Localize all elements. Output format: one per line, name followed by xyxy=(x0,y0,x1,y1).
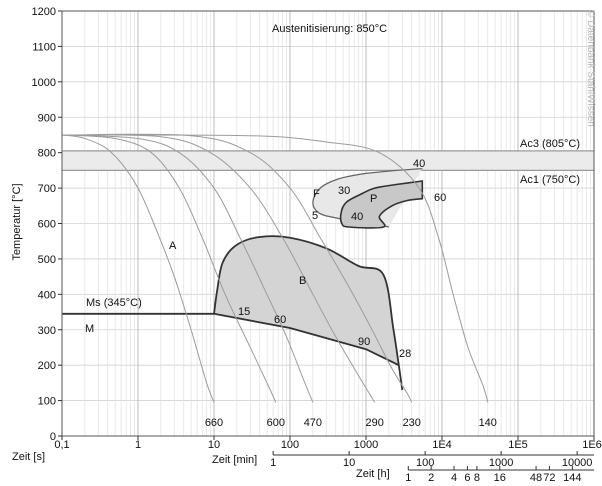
y-tick-label: 900 xyxy=(38,112,56,124)
x-tick-label-h: 1 xyxy=(405,472,411,484)
y-tick-label: 700 xyxy=(38,183,56,195)
phase-label-p: P xyxy=(370,193,377,205)
x-tick-label-s: 1E6 xyxy=(582,439,602,451)
x-tick-label-s: 1000 xyxy=(354,439,378,451)
x-tick-label-min: 10000 xyxy=(562,457,593,469)
x-tick-label-min: 10 xyxy=(343,457,355,469)
x-axis-label-h: Zeit [h] xyxy=(356,468,390,480)
x-axis-label-min: Zeit [min] xyxy=(212,454,257,466)
x-tick-label-s: 1E4 xyxy=(432,439,452,451)
hardness-value: 90 xyxy=(358,336,370,348)
bainite-boundary xyxy=(213,235,404,391)
cooling-curve xyxy=(61,134,314,403)
x-tick-label-s: 1E5 xyxy=(508,439,528,451)
cooling-curve-end-label: 140 xyxy=(479,417,497,429)
x-tick-label-h: 48 xyxy=(530,472,542,484)
cooling-curves: 660 600 470 290 230 140 xyxy=(61,133,497,429)
y-axis-label: Temperatur [°C] xyxy=(11,183,23,260)
y-tick-label: 200 xyxy=(38,360,56,372)
x-tick-label-s: 0,1 xyxy=(54,439,69,451)
hardness-value: 40 xyxy=(351,211,363,223)
phase-label-a: A xyxy=(169,240,177,252)
y-tick-label: 400 xyxy=(38,289,56,301)
hardness-value: 5 xyxy=(312,210,318,222)
cooling-curve xyxy=(61,134,277,403)
x-tick-label-h: 8 xyxy=(474,472,480,484)
ref-label-ac1: Ac1 (750°C) xyxy=(520,174,580,186)
x-tick-label-s: 10 xyxy=(208,439,220,451)
hardness-value: 40 xyxy=(413,158,425,170)
cooling-curve-end-label: 660 xyxy=(205,417,223,429)
y-tick-label: 1200 xyxy=(32,6,56,18)
x-tick-label-h: 2 xyxy=(428,472,434,484)
phase-label-m: M xyxy=(85,323,94,335)
x-tick-label-h: 144 xyxy=(563,472,581,484)
y-tick-label: 1100 xyxy=(32,41,56,53)
ref-label-ms: Ms (345°C) xyxy=(86,297,142,309)
cooling-curve-end-label: 230 xyxy=(403,417,421,429)
hardness-value: 28 xyxy=(399,348,411,360)
bainite-region xyxy=(214,236,403,390)
axes: 0100200300400500600700800900100011001200… xyxy=(32,6,602,484)
hardness-value: 15 xyxy=(238,306,250,318)
y-tick-label: 800 xyxy=(38,148,56,160)
x-tick-label-min: 1 xyxy=(270,457,276,469)
phase-regions xyxy=(213,167,424,391)
cooling-curve xyxy=(61,134,376,403)
y-tick-label: 500 xyxy=(38,254,56,266)
y-tick-label: 600 xyxy=(38,219,56,231)
x-tick-label-min: 1000 xyxy=(489,457,513,469)
x-tick-label-min: 100 xyxy=(416,457,434,469)
phase-label-f: F xyxy=(313,188,320,200)
x-tick-label-s: 1 xyxy=(135,439,141,451)
ac-band xyxy=(62,150,594,171)
hardness-value: 60 xyxy=(274,314,286,326)
watermark: © Datenbank StahlWissen xyxy=(585,10,596,127)
cooling-curve xyxy=(61,134,489,403)
y-tick-label: 100 xyxy=(38,396,56,408)
pearlite-region xyxy=(339,180,424,229)
y-tick-label: 0 xyxy=(50,431,56,443)
cooling-curve-end-label: 290 xyxy=(365,417,383,429)
ref-label-ac3: Ac3 (805°C) xyxy=(520,138,580,150)
cooling-curve-end-label: 600 xyxy=(267,417,285,429)
cooling-curve xyxy=(61,133,413,403)
hardness-value: 60 xyxy=(434,192,446,204)
x-tick-label-h: 4 xyxy=(451,472,457,484)
grid xyxy=(61,10,594,436)
x-tick-label-s: 100 xyxy=(281,439,299,451)
cooling-curve-end-label: 470 xyxy=(304,417,322,429)
y-tick-label: 1000 xyxy=(32,77,56,89)
bainite-lower-boundary xyxy=(213,312,400,367)
x-axis-label-s: Zeit [s] xyxy=(12,451,45,463)
cooling-curve xyxy=(61,134,215,403)
hardness-value: 30 xyxy=(338,185,350,197)
phase-label-b: B xyxy=(299,275,306,287)
y-tick-label: 300 xyxy=(38,325,56,337)
x-tick-label-h: 16 xyxy=(494,472,506,484)
chart-title: Austenitisierung: 850°C xyxy=(272,23,387,35)
x-tick-label-h: 6 xyxy=(464,472,470,484)
x-tick-label-h: 72 xyxy=(543,472,555,484)
